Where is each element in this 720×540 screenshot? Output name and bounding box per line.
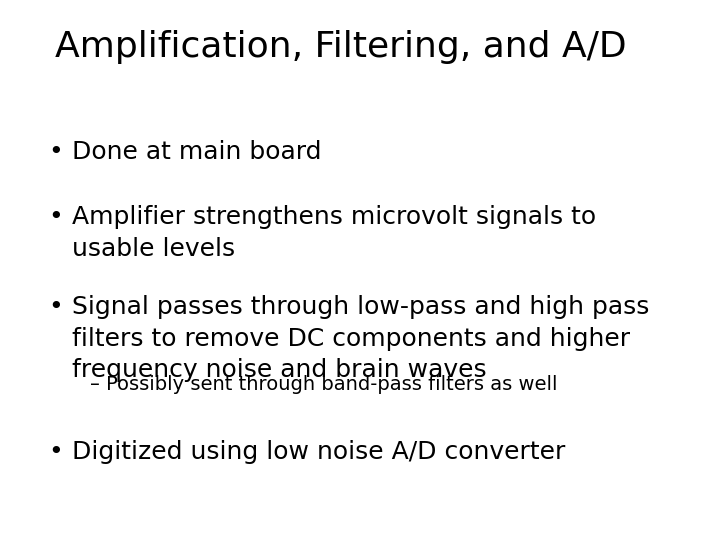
Text: •: • — [48, 140, 63, 164]
Text: Amplification, Filtering, and A/D: Amplification, Filtering, and A/D — [55, 30, 626, 64]
Text: Digitized using low noise A/D converter: Digitized using low noise A/D converter — [72, 440, 565, 464]
Text: Done at main board: Done at main board — [72, 140, 322, 164]
Text: Signal passes through low-pass and high pass
filters to remove DC components and: Signal passes through low-pass and high … — [72, 295, 649, 382]
Text: – Possibly sent through band-pass filters as well: – Possibly sent through band-pass filter… — [90, 375, 557, 394]
Text: •: • — [48, 295, 63, 319]
Text: •: • — [48, 440, 63, 464]
Text: Amplifier strengthens microvolt signals to
usable levels: Amplifier strengthens microvolt signals … — [72, 205, 596, 261]
Text: •: • — [48, 205, 63, 229]
